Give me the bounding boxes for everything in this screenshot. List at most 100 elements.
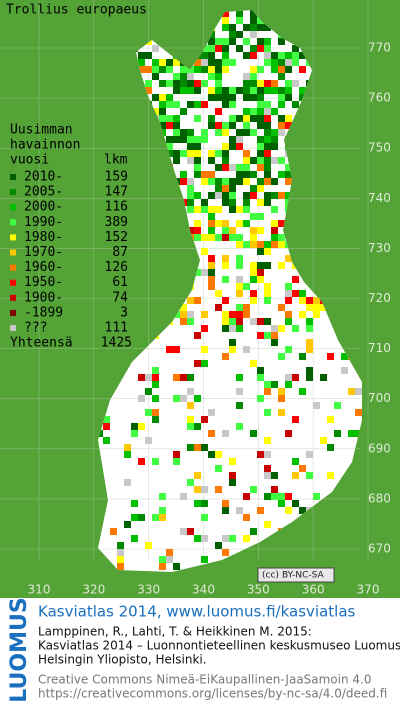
grid-cell (257, 45, 264, 52)
grid-cell (229, 38, 236, 45)
grid-cell (173, 136, 180, 143)
grid-cell (187, 297, 194, 304)
grid-cell (173, 80, 180, 87)
grid-cell (264, 472, 271, 479)
grid-cell (264, 290, 271, 297)
grid-cell (124, 444, 131, 451)
grid-cell (257, 185, 264, 192)
grid-cell (98, 430, 103, 437)
grid-cell (194, 150, 201, 157)
grid-cell (236, 318, 243, 325)
grid-cell (201, 101, 208, 108)
grid-cell (222, 227, 229, 234)
grid-cell (159, 493, 166, 500)
grid-cell (159, 507, 166, 514)
grid-cell (243, 129, 250, 136)
grid-cell (250, 227, 257, 234)
grid-cell (250, 31, 257, 38)
legend-swatch (10, 264, 16, 271)
grid-cell (138, 458, 145, 465)
grid-cell (271, 227, 278, 234)
grid-cell (222, 353, 229, 360)
grid-cell (236, 234, 243, 241)
grid-cell (222, 178, 229, 185)
grid-cell (257, 17, 264, 24)
grid-cell (229, 206, 236, 213)
grid-cell (159, 115, 166, 122)
grid-cell (194, 535, 201, 542)
grid-cell (236, 290, 243, 297)
grid-cell (257, 136, 264, 143)
grid-cell (208, 451, 215, 458)
grid-cell (243, 346, 250, 353)
grid-cell (285, 115, 292, 122)
grid-cell (264, 108, 271, 115)
grid-cell (229, 94, 236, 101)
legend-heading: havainnon (10, 138, 80, 153)
grid-cell (243, 311, 250, 318)
grid-cell (166, 556, 173, 563)
grid-cell (264, 178, 271, 185)
grid-cell (103, 416, 110, 423)
grid-cell (264, 451, 271, 458)
y-tick-label: 680 (368, 491, 391, 505)
grid-cell (222, 507, 229, 514)
grid-cell (250, 87, 257, 94)
x-tick-label: 310 (28, 583, 51, 597)
grid-cell (250, 108, 257, 115)
grid-cell (236, 374, 243, 381)
grid-cell (173, 346, 180, 353)
grid-cell (327, 416, 334, 423)
grid-cell (201, 80, 208, 87)
grid-cell (271, 52, 278, 59)
citation-line: Kasviatlas 2014 – Luonnontieteellinen ke… (38, 639, 400, 653)
grid-cell (124, 521, 131, 528)
grid-cell (173, 73, 180, 80)
grid-cell (243, 199, 250, 206)
grid-cell (152, 66, 159, 73)
grid-cell (264, 129, 271, 136)
grid-cell (306, 367, 313, 374)
grid-cell (285, 297, 292, 304)
grid-cell (250, 129, 257, 136)
grid-cell (285, 346, 292, 353)
legend-label: 2005- (24, 185, 63, 200)
grid-cell (166, 94, 173, 101)
grid-cell (250, 17, 257, 24)
grid-cell (250, 115, 257, 122)
grid-cell (166, 66, 173, 73)
grid-cell (292, 290, 299, 297)
grid-cell (264, 115, 271, 122)
grid-cell (313, 297, 320, 304)
grid-cell (194, 227, 201, 234)
grid-cell (236, 388, 243, 395)
grid-cell (250, 192, 257, 199)
grid-cell (299, 353, 306, 360)
grid-cell (166, 101, 173, 108)
grid-cell (320, 437, 327, 444)
grid-cell (159, 556, 166, 563)
grid-cell (243, 178, 250, 185)
grid-cell (264, 437, 271, 444)
grid-cell (173, 101, 180, 108)
legend-count: 61 (112, 275, 128, 290)
grid-cell (264, 241, 271, 248)
grid-cell (341, 367, 348, 374)
grid-cell (285, 80, 292, 87)
grid-cell (264, 521, 271, 528)
grid-cell (159, 59, 166, 66)
grid-cell (194, 157, 201, 164)
grid-cell (173, 458, 180, 465)
grid-cell (152, 514, 159, 521)
grid-cell (264, 297, 271, 304)
grid-cell (327, 444, 334, 451)
grid-cell (159, 66, 166, 73)
grid-cell (124, 479, 131, 486)
grid-cell (236, 325, 243, 332)
grid-cell (264, 199, 271, 206)
grid-cell (327, 353, 334, 360)
grid-cell (166, 115, 173, 122)
grid-cell (236, 311, 243, 318)
grid-cell (278, 115, 285, 122)
